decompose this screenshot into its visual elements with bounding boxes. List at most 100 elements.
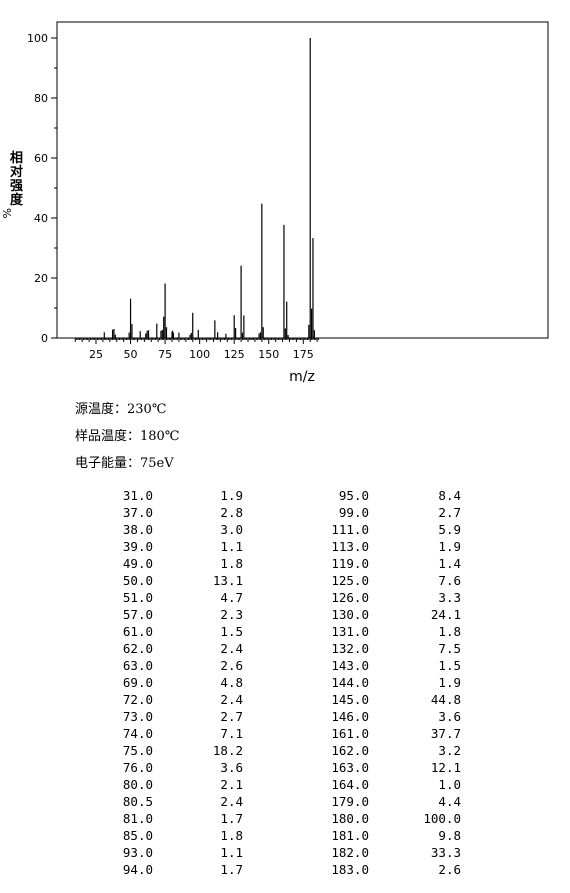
table-row: 72.0 2.4 145.0 44.8 xyxy=(95,691,461,708)
mz-cell: 39.0 xyxy=(122,539,153,554)
intensity-cell: 7.5 xyxy=(438,641,461,656)
mz-cell: 57.0 xyxy=(122,607,153,622)
x-tick-label: 125 xyxy=(224,348,245,361)
mz-cell: 183.0 xyxy=(331,862,369,877)
mz-cell: 85.0 xyxy=(122,828,153,843)
mz-cell: 49.0 xyxy=(122,556,153,571)
mz-cell: 181.0 xyxy=(331,828,369,843)
mz-cell: 180.0 xyxy=(331,811,369,826)
intensity-cell: 3.3 xyxy=(438,590,461,605)
intensity-cell: 2.7 xyxy=(438,505,461,520)
intensity-cell: 2.4 xyxy=(220,794,243,809)
intensity-cell: 2.6 xyxy=(220,658,243,673)
intensity-cell: 2.6 xyxy=(438,862,461,877)
intensity-cell: 7.6 xyxy=(438,573,461,588)
table-row: 38.0 3.0 111.0 5.9 xyxy=(95,521,461,538)
mass-spectrum-chart: 0 20 40 60 80 100 25 50 75 100 125 150 175 m/z xyxy=(27,21,549,385)
intensity-cell: 1.8 xyxy=(438,624,461,639)
mz-cell: 145.0 xyxy=(331,692,369,707)
intensity-cell: 4.4 xyxy=(438,794,461,809)
mz-cell: 182.0 xyxy=(331,845,369,860)
intensity-cell: 2.8 xyxy=(220,505,243,520)
intensity-cell: 8.4 xyxy=(438,488,461,503)
y-label-char-4: 度 xyxy=(10,193,24,208)
intensity-cell: 18.2 xyxy=(212,743,243,758)
x-axis: 25 50 75 100 125 150 175 xyxy=(74,338,320,361)
mz-cell: 62.0 xyxy=(122,641,153,656)
intensity-cell: 4.8 xyxy=(220,675,243,690)
table-row: 63.0 2.6 143.0 1.5 xyxy=(95,657,461,674)
intensity-cell: 1.9 xyxy=(438,675,461,690)
mz-cell: 143.0 xyxy=(331,658,369,673)
table-row: 37.0 2.8 99.0 2.7 xyxy=(95,504,461,521)
intensity-cell: 7.1 xyxy=(220,726,243,741)
intensity-cell: 1.1 xyxy=(220,539,243,554)
x-tick-label: 150 xyxy=(258,348,279,361)
x-axis-label: m/z xyxy=(289,369,315,385)
table-row: 73.0 2.7 146.0 3.6 xyxy=(95,708,461,725)
mz-cell: 132.0 xyxy=(331,641,369,656)
mz-cell: 80.5 xyxy=(122,794,153,809)
intensity-cell: 2.4 xyxy=(220,692,243,707)
table-row: 69.0 4.8 144.0 1.9 xyxy=(95,674,461,691)
mz-cell: 113.0 xyxy=(331,539,369,554)
intensity-cell: 13.1 xyxy=(212,573,243,588)
mz-cell: 69.0 xyxy=(122,675,153,690)
y-axis: 0 20 40 60 80 100 xyxy=(27,32,57,345)
mz-cell: 50.0 xyxy=(122,573,153,588)
intensity-cell: 1.8 xyxy=(220,828,243,843)
intensity-cell: 2.1 xyxy=(220,777,243,792)
intensity-cell: 1.5 xyxy=(438,658,461,673)
y-label-unit: % xyxy=(0,208,13,219)
intensity-cell: 2.3 xyxy=(220,607,243,622)
mz-cell: 61.0 xyxy=(122,624,153,639)
mz-cell: 179.0 xyxy=(331,794,369,809)
table-row: 93.0 1.1 182.0 33.3 xyxy=(95,844,461,861)
y-tick-label: 40 xyxy=(34,212,48,225)
table-row: 80.0 2.1 164.0 1.0 xyxy=(95,776,461,793)
mz-cell: 126.0 xyxy=(331,590,369,605)
intensity-cell: 12.1 xyxy=(430,760,461,775)
mz-cell: 131.0 xyxy=(331,624,369,639)
x-tick-label: 75 xyxy=(158,348,172,361)
electron-energy: 电子能量：75eV xyxy=(75,456,174,471)
mz-cell: 73.0 xyxy=(122,709,153,724)
intensity-cell: 5.9 xyxy=(438,522,461,537)
intensity-cell: 37.7 xyxy=(430,726,461,741)
y-tick-label: 80 xyxy=(34,92,48,105)
table-row: 94.0 1.7 183.0 2.6 xyxy=(95,861,461,878)
table-row: 31.0 1.9 95.0 8.4 xyxy=(95,487,461,504)
intensity-cell: 44.8 xyxy=(430,692,461,707)
table-row: 85.0 1.8 181.0 9.8 xyxy=(95,827,461,844)
intensity-cell: 1.9 xyxy=(438,539,461,554)
mz-cell: 93.0 xyxy=(122,845,153,860)
x-tick-label: 25 xyxy=(89,348,103,361)
intensity-cell: 2.4 xyxy=(220,641,243,656)
intensity-cell: 4.7 xyxy=(220,590,243,605)
intensity-cell: 1.4 xyxy=(438,556,461,571)
mz-cell: 163.0 xyxy=(331,760,369,775)
mz-cell: 31.0 xyxy=(122,488,153,503)
intensity-cell: 1.9 xyxy=(220,488,243,503)
table-row: 57.0 2.3 130.0 24.1 xyxy=(95,606,461,623)
intensity-cell: 2.7 xyxy=(220,709,243,724)
intensity-cell: 100.0 xyxy=(423,811,461,826)
intensity-cell: 3.2 xyxy=(438,743,461,758)
mz-cell: 94.0 xyxy=(122,862,153,877)
table-row: 39.0 1.1 113.0 1.9 xyxy=(95,538,461,555)
mz-cell: 119.0 xyxy=(331,556,369,571)
intensity-cell: 1.1 xyxy=(220,845,243,860)
intensity-cell: 24.1 xyxy=(430,607,461,622)
x-tick-label: 100 xyxy=(189,348,210,361)
peak-list-table: 31.0 1.9 95.0 8.4 37.0 2.8 99.0 2.7 38.0 3.0 111.0… xyxy=(95,487,461,878)
mz-cell: 99.0 xyxy=(338,505,369,520)
intensity-cell: 1.5 xyxy=(220,624,243,639)
mz-cell: 74.0 xyxy=(122,726,153,741)
mz-cell: 164.0 xyxy=(331,777,369,792)
spectrum-peaks xyxy=(103,38,315,338)
mz-cell: 38.0 xyxy=(122,522,153,537)
y-tick-label: 20 xyxy=(34,272,48,285)
mz-cell: 111.0 xyxy=(331,522,369,537)
mz-cell: 162.0 xyxy=(331,743,369,758)
mz-cell: 95.0 xyxy=(338,488,369,503)
